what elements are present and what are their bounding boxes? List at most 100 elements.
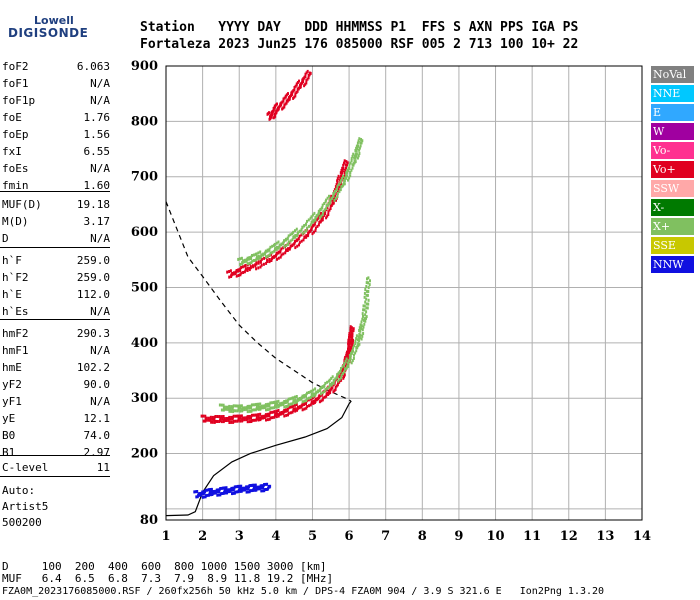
echo-point [240, 484, 243, 488]
echo-point [246, 266, 249, 270]
echo-point [292, 404, 295, 408]
echo-point [295, 227, 298, 231]
param-value: 74.0 [83, 429, 111, 442]
echo-point [249, 484, 252, 487]
param-value: N/A [90, 232, 110, 245]
echo-point [252, 487, 255, 491]
echo-point [213, 491, 216, 495]
separator [0, 247, 110, 248]
echo-point [303, 399, 306, 403]
echo-point [308, 71, 311, 75]
param-key: foF1p [2, 94, 36, 107]
echo-point [319, 394, 322, 398]
echo-point [287, 413, 289, 417]
echo-point [296, 400, 298, 404]
echo-point [330, 376, 333, 380]
echo-point [257, 266, 260, 270]
echo-point [335, 375, 338, 379]
echo-point [356, 156, 359, 160]
echo-point [333, 196, 336, 200]
echo-point [235, 270, 238, 274]
echo-point [333, 198, 336, 202]
echo-point [225, 405, 228, 409]
echo-point [313, 230, 315, 234]
echo-point [209, 493, 212, 497]
echo-point [358, 329, 361, 332]
echo-point [315, 391, 318, 395]
echo-point [221, 492, 224, 495]
echo-point [311, 224, 314, 228]
echo-point [237, 257, 240, 261]
echo-point [276, 102, 278, 106]
echo-point [290, 91, 293, 95]
echo-point [363, 308, 366, 312]
echo-point [277, 106, 279, 110]
echo-point [310, 389, 313, 393]
echo-point [195, 495, 198, 499]
echo-point [309, 403, 312, 407]
echo-point [347, 166, 350, 170]
echo-point [354, 342, 357, 345]
echo-point [294, 401, 297, 405]
echo-point [283, 405, 286, 409]
echo-point [325, 207, 328, 210]
legend-item: Vo+ [651, 161, 694, 178]
echo-point [276, 412, 278, 416]
echo-point [246, 487, 248, 491]
legend-item: W [651, 123, 694, 140]
echo-point [338, 190, 341, 194]
echo-point [310, 394, 313, 398]
echo-point [364, 288, 367, 291]
param-row: foF2 6.063 [2, 60, 110, 78]
footer-info: FZA0M_2023176085000.RSF / 260fx256h 50 k… [2, 586, 605, 597]
param-key: B0 [2, 429, 16, 442]
echo-point [286, 409, 289, 413]
echo-point [282, 242, 285, 246]
echo-point [348, 163, 351, 167]
echo-point [283, 245, 286, 249]
echo-point [294, 240, 296, 244]
echo-point [271, 406, 274, 410]
echo-point [223, 490, 226, 494]
echo-point [314, 393, 317, 397]
echo-point [318, 216, 321, 220]
echo-point [216, 490, 219, 494]
echo-point [304, 72, 307, 76]
echo-point [274, 247, 276, 251]
echo-point [344, 367, 346, 371]
echo-point [327, 203, 330, 207]
echo-point [280, 247, 283, 251]
echo-point [305, 79, 308, 83]
echo-point [239, 489, 242, 493]
echo-point [240, 256, 243, 260]
echo-point [312, 394, 315, 398]
echo-point [355, 337, 358, 341]
echo-point [271, 244, 274, 248]
echo-point [358, 336, 361, 340]
echo-point [239, 419, 242, 423]
echo-point [336, 383, 339, 387]
echo-point [365, 302, 368, 306]
echo-point [273, 104, 276, 108]
echo-point [350, 326, 353, 330]
echo-point [241, 265, 244, 269]
echo-point [363, 291, 366, 295]
echo-point [330, 383, 333, 387]
echo-point [314, 399, 317, 403]
echo-point [287, 406, 290, 410]
echo-point [209, 415, 212, 419]
param-row: foEs N/A [2, 162, 110, 180]
echo-point [337, 371, 340, 375]
echo-point [363, 322, 366, 326]
echo-point [255, 413, 258, 417]
param-key: yE [2, 412, 16, 425]
y-tick-label: 400 [131, 336, 158, 351]
echo-point [230, 420, 233, 424]
echo-point [358, 146, 361, 150]
echo-point [305, 406, 308, 410]
echo-point [274, 405, 276, 408]
echo-point [268, 253, 271, 257]
echo-point [351, 334, 354, 337]
param-row: M(D) 3.17 [2, 215, 110, 233]
echo-point [264, 413, 267, 417]
